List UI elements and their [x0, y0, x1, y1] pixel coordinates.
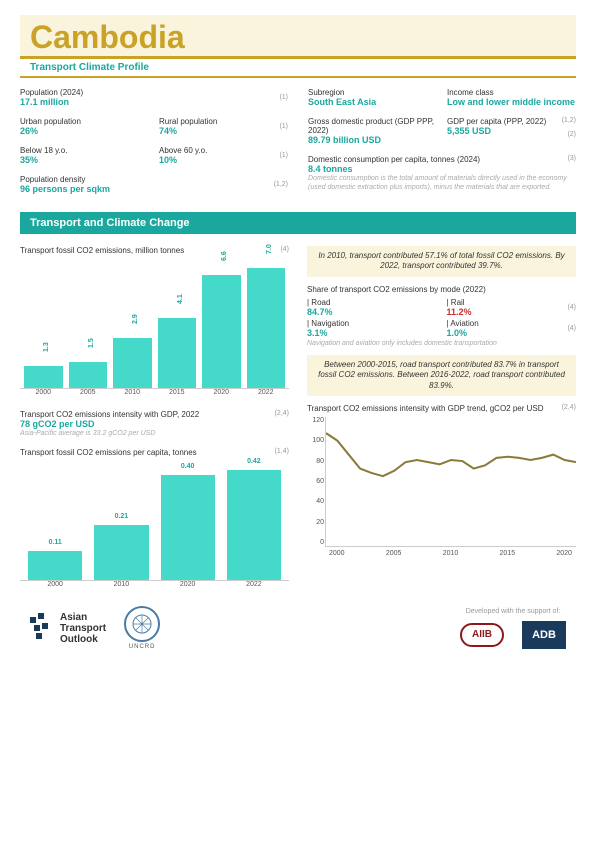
chart1: 1.31.52.94.16.67.0 [20, 259, 289, 389]
section-title: Transport and Climate Change [20, 212, 576, 234]
country-title: Cambodia [30, 19, 566, 56]
un-icon [124, 606, 160, 642]
chart3: 120100806040200 [325, 417, 576, 547]
chart3-title: Transport CO2 emissions intensity with G… [307, 404, 576, 413]
content-row: Transport fossil CO2 emissions, million … [20, 246, 576, 588]
chart2-xaxis: 2000201020202022 [20, 581, 289, 588]
stat-label: Population (2024) [20, 88, 288, 97]
chart1-title: Transport fossil CO2 emissions, million … [20, 246, 289, 255]
chart2: 0.110.210.400.42 [20, 461, 289, 581]
stats-right: Subregion South East Asia Income class L… [308, 88, 576, 204]
profile-subtitle: Transport Climate Profile [30, 62, 149, 73]
logo-uncrd: UNCRD [124, 606, 160, 650]
line-svg [326, 417, 576, 546]
subtitle-row: Transport Climate Profile [20, 59, 576, 78]
logo-ato: Asian Transport Outlook [30, 612, 106, 645]
stats-left: Population (2024) 17.1 million (1) Urban… [20, 88, 288, 204]
ato-text: Asian Transport Outlook [60, 612, 106, 645]
stats-grid: Population (2024) 17.1 million (1) Urban… [20, 88, 576, 204]
chart1-xaxis: 200020052010201520202022 [20, 389, 289, 396]
stat-value: 17.1 million [20, 97, 288, 107]
footer-logos: Asian Transport Outlook UNCRD Developed … [20, 606, 576, 650]
highlight-1: In 2010, transport contributed 57.1% of … [307, 246, 576, 277]
stat-ref: (1) [279, 94, 288, 101]
logo-aiib: AIIB [460, 623, 504, 647]
chart3-xaxis: 20002005201020152020 [325, 550, 576, 557]
logo-adb: ADB [522, 621, 566, 649]
highlight-2: Between 2000-2015, road transport contri… [307, 355, 576, 396]
ato-icon [30, 613, 54, 643]
chart2-title: Transport fossil CO2 emissions per capit… [20, 448, 289, 457]
header: Cambodia [20, 15, 576, 59]
